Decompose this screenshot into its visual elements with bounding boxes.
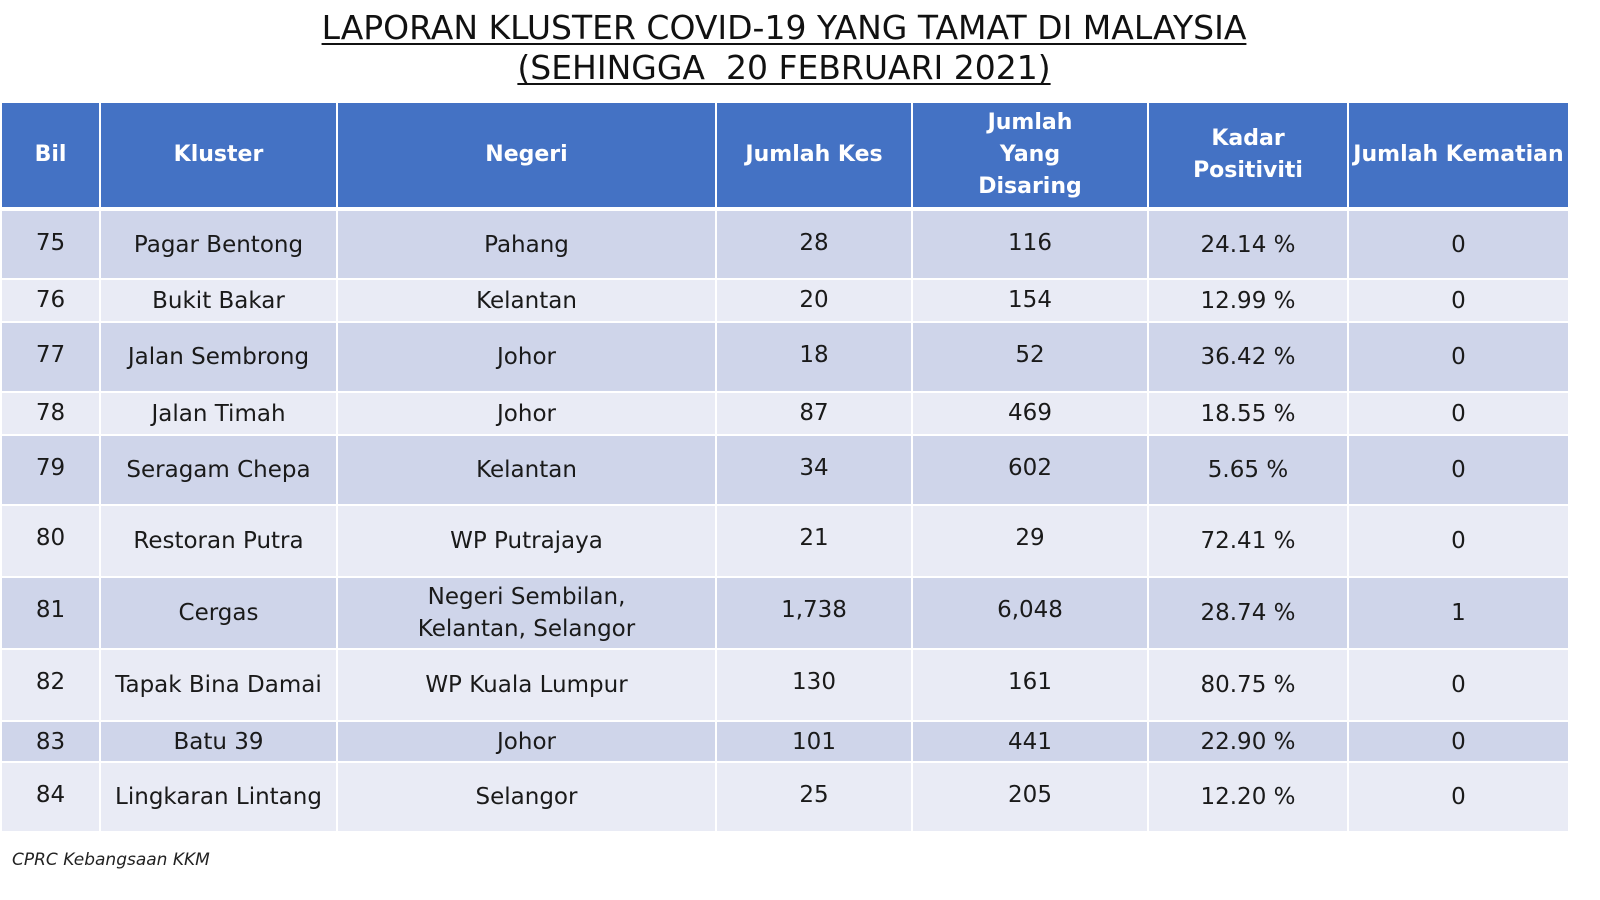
cell-bil: 77 (0, 321, 101, 393)
table-header: Bil Kluster Negeri Jumlah Kes Jumlah Yan… (0, 101, 1570, 210)
table-row: 75 Pagar Bentong Pahang 28 116 24.14 % 0 (0, 208, 1570, 280)
cell-jumlah-kes: 130 (715, 648, 913, 722)
cell-kadar-positiviti: 36.42 % (1147, 321, 1349, 393)
cell-bil: 80 (0, 504, 101, 578)
table-row: 81 Cergas Negeri Sembilan, Kelantan, Selan… (0, 576, 1570, 650)
cell-negeri: WP Putrajaya (336, 504, 717, 578)
cell-jumlah-kematian: 0 (1347, 434, 1570, 506)
cell-jumlah-kes: 1,738 (715, 576, 913, 650)
cell-kluster: Batu 39 (99, 720, 338, 763)
cell-jumlah-disaring: 602 (911, 434, 1149, 506)
cell-bil: 84 (0, 761, 101, 833)
header-jumlah-kes: Jumlah Kes (715, 101, 913, 210)
cell-jumlah-disaring: 441 (911, 720, 1149, 763)
cell-jumlah-kematian: 0 (1347, 761, 1570, 833)
table-body: 75 Pagar Bentong Pahang 28 116 24.14 % 0 76 Buki… (0, 208, 1570, 833)
report-title: LAPORAN KLUSTER COVID-19 YANG TAMAT DI M… (0, 8, 1568, 88)
cell-kluster: Bukit Bakar (99, 278, 338, 323)
header-negeri: Negeri (336, 101, 717, 210)
cell-bil: 78 (0, 391, 101, 436)
cell-jumlah-kematian: 0 (1347, 648, 1570, 722)
cell-kadar-positiviti: 12.99 % (1147, 278, 1349, 323)
cell-bil: 76 (0, 278, 101, 323)
cell-jumlah-kes: 25 (715, 761, 913, 833)
cell-jumlah-kematian: 0 (1347, 720, 1570, 763)
cell-kluster: Jalan Sembrong (99, 321, 338, 393)
cell-kluster: Tapak Bina Damai (99, 648, 338, 722)
header-row: Bil Kluster Negeri Jumlah Kes Jumlah Yan… (0, 101, 1570, 210)
cell-kadar-positiviti: 24.14 % (1147, 208, 1349, 280)
header-kluster: Kluster (99, 101, 338, 210)
cell-kadar-positiviti: 18.55 % (1147, 391, 1349, 436)
cell-jumlah-kematian: 1 (1347, 576, 1570, 650)
cell-kadar-positiviti: 28.74 % (1147, 576, 1349, 650)
cell-jumlah-kematian: 0 (1347, 208, 1570, 280)
cell-jumlah-disaring: 116 (911, 208, 1149, 280)
cell-kluster: Pagar Bentong (99, 208, 338, 280)
table-row: 78 Jalan Timah Johor 87 469 18.55 % 0 (0, 391, 1570, 436)
table-row: 79 Seragam Chepa Kelantan 34 602 5.65 % 0 (0, 434, 1570, 506)
table-row: 82 Tapak Bina Damai WP Kuala Lumpur 130 161 8… (0, 648, 1570, 722)
cell-kluster: Restoran Putra (99, 504, 338, 578)
cell-kluster: Cergas (99, 576, 338, 650)
cluster-table: Bil Kluster Negeri Jumlah Kes Jumlah Yan… (0, 101, 1570, 833)
cell-kadar-positiviti: 80.75 % (1147, 648, 1349, 722)
table-row: 77 Jalan Sembrong Johor 18 52 36.42 % 0 (0, 321, 1570, 393)
header-bil: Bil (0, 101, 101, 210)
cell-negeri: Selangor (336, 761, 717, 833)
cell-jumlah-kes: 101 (715, 720, 913, 763)
cell-kluster: Lingkaran Lintang (99, 761, 338, 833)
cell-jumlah-kematian: 0 (1347, 278, 1570, 323)
cell-jumlah-kes: 20 (715, 278, 913, 323)
cell-jumlah-kes: 34 (715, 434, 913, 506)
cell-negeri: Negeri Sembilan, Kelantan, Selangor (336, 576, 717, 650)
cell-negeri: Johor (336, 720, 717, 763)
cell-negeri: Pahang (336, 208, 717, 280)
cell-negeri: Kelantan (336, 434, 717, 506)
cell-jumlah-disaring: 469 (911, 391, 1149, 436)
header-jumlah-disaring-text: Jumlah Yang Disaring (978, 110, 1082, 199)
cell-jumlah-kes: 21 (715, 504, 913, 578)
header-kadar-positiviti: Kadar Positiviti (1147, 101, 1349, 210)
cell-negeri: Johor (336, 391, 717, 436)
cell-bil: 75 (0, 208, 101, 280)
cell-jumlah-disaring: 6,048 (911, 576, 1149, 650)
cell-negeri: Kelantan (336, 278, 717, 323)
cell-kadar-positiviti: 22.90 % (1147, 720, 1349, 763)
cell-jumlah-disaring: 29 (911, 504, 1149, 578)
cluster-table-wrapper: Bil Kluster Negeri Jumlah Kes Jumlah Yan… (0, 101, 1570, 833)
table-row: 80 Restoran Putra WP Putrajaya 21 29 72.41 % 0 (0, 504, 1570, 578)
cell-kluster: Seragam Chepa (99, 434, 338, 506)
cell-bil: 79 (0, 434, 101, 506)
cell-kadar-positiviti: 12.20 % (1147, 761, 1349, 833)
cell-kadar-positiviti: 72.41 % (1147, 504, 1349, 578)
cell-kadar-positiviti: 5.65 % (1147, 434, 1349, 506)
cell-jumlah-disaring: 205 (911, 761, 1149, 833)
cell-kluster: Jalan Timah (99, 391, 338, 436)
cell-bil: 81 (0, 576, 101, 650)
cell-jumlah-kes: 87 (715, 391, 913, 436)
cell-jumlah-kematian: 0 (1347, 391, 1570, 436)
header-jumlah-kematian: Jumlah Kematian (1347, 101, 1570, 210)
table-row: 84 Lingkaran Lintang Selangor 25 205 12.20 % 0 (0, 761, 1570, 833)
cell-jumlah-kematian: 0 (1347, 504, 1570, 578)
cell-jumlah-kematian: 0 (1347, 321, 1570, 393)
cell-bil: 82 (0, 648, 101, 722)
table-row: 76 Bukit Bakar Kelantan 20 154 12.99 % 0 (0, 278, 1570, 323)
source-footer: CPRC Kebangsaan KKM (12, 850, 210, 870)
cell-negeri: Johor (336, 321, 717, 393)
table-row: 83 Batu 39 Johor 101 441 22.90 % 0 (0, 720, 1570, 763)
cell-negeri: WP Kuala Lumpur (336, 648, 717, 722)
title-line-1: LAPORAN KLUSTER COVID-19 YANG TAMAT DI M… (321, 8, 1247, 47)
cell-jumlah-kes: 18 (715, 321, 913, 393)
cell-jumlah-disaring: 161 (911, 648, 1149, 722)
cell-bil: 83 (0, 720, 101, 763)
cell-jumlah-kes: 28 (715, 208, 913, 280)
cell-jumlah-disaring: 154 (911, 278, 1149, 323)
cell-jumlah-disaring: 52 (911, 321, 1149, 393)
title-line-2: (SEHINGGA 20 FEBRUARI 2021) (517, 48, 1051, 87)
header-jumlah-disaring: Jumlah Yang Disaring (911, 101, 1149, 210)
